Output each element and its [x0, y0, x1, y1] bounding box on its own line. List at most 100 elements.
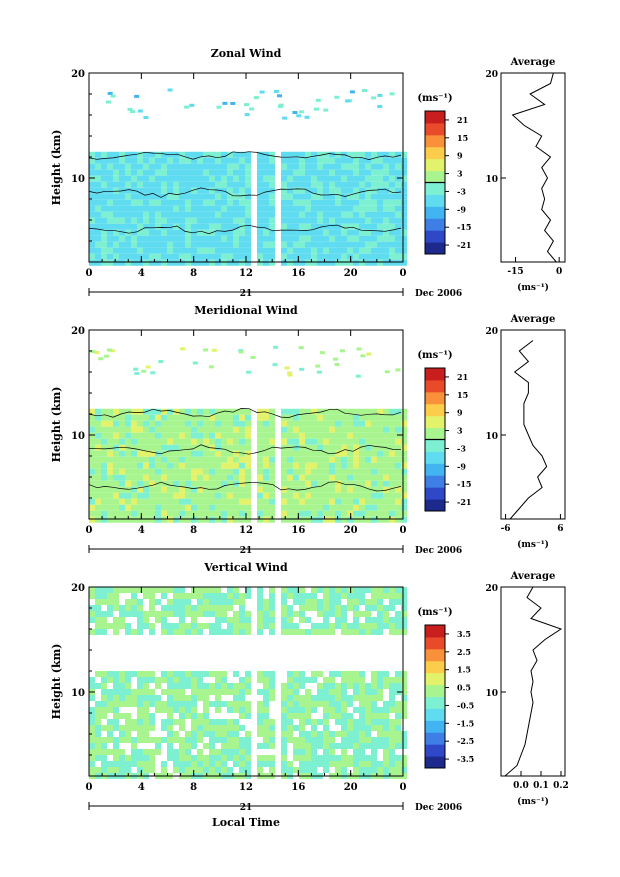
heatmap-cell — [245, 683, 251, 689]
heatmap-cell — [125, 432, 131, 439]
heatmap-cell — [179, 617, 185, 623]
heatmap-cell — [119, 408, 125, 415]
heatmap-cell — [197, 689, 203, 695]
heatmap-cell — [107, 91, 113, 95]
heatmap-cell — [287, 373, 293, 377]
heatmap-cell — [203, 444, 209, 451]
heatmap-cell — [287, 605, 293, 611]
heatmap-cell — [359, 725, 365, 731]
heatmap-cell — [389, 259, 395, 266]
heatmap-cell — [125, 605, 131, 611]
heatmap-cell — [113, 181, 119, 188]
heatmap-cell — [221, 259, 227, 266]
heatmap-cell — [389, 486, 395, 493]
heatmap-cell — [137, 713, 143, 719]
heatmap-cell — [173, 623, 179, 629]
heatmap-cell — [347, 259, 353, 266]
heatmap-cell — [329, 516, 335, 523]
heatmap-cell — [245, 235, 251, 242]
heatmap-cell — [215, 695, 221, 701]
heatmap-cell — [149, 199, 155, 206]
heatmap-cell — [149, 229, 155, 236]
heatmap-cell — [317, 683, 323, 689]
heatmap-cell — [347, 199, 353, 206]
heatmap-cell — [113, 235, 119, 242]
heatmap-cell — [353, 707, 359, 713]
heatmap-cell — [215, 498, 221, 505]
heatmap-cell — [269, 229, 275, 236]
heatmap-cell — [233, 611, 239, 617]
heatmap-cell — [281, 755, 287, 761]
heatmap-cell — [377, 719, 383, 725]
heatmap-cell — [221, 247, 227, 254]
heatmap-cell — [353, 157, 359, 164]
heatmap-cell — [203, 187, 209, 194]
heatmap-cell — [227, 486, 233, 493]
heatmap-cell — [155, 414, 161, 421]
heatmap-cell — [317, 689, 323, 695]
heatmap-cell — [347, 223, 353, 230]
heatmap-cell — [89, 217, 95, 224]
heatmap-cell — [149, 695, 155, 701]
heatmap-cell — [185, 677, 191, 683]
heatmap-cell — [239, 498, 245, 505]
heatmap-cell — [269, 193, 275, 200]
heatmap-cell — [227, 629, 233, 635]
heatmap-cell — [317, 408, 323, 415]
heatmap-cell — [269, 462, 275, 469]
heatmap-cell — [359, 629, 365, 635]
heatmap-cell — [383, 193, 389, 200]
heatmap-cell — [95, 492, 101, 499]
heatmap-cell — [377, 450, 383, 457]
heatmap-cell — [299, 205, 305, 212]
heatmap-cell — [161, 629, 167, 635]
heatmap-cell — [257, 725, 263, 731]
heatmap-cell — [395, 743, 401, 749]
heatmap-cell — [89, 498, 95, 505]
heatmap-cell — [299, 450, 305, 457]
heatmap-cell — [167, 683, 173, 689]
heatmap-cell — [203, 181, 209, 188]
heatmap-cell — [179, 157, 185, 164]
heatmap-cell — [329, 701, 335, 707]
heatmap-cell — [341, 193, 347, 200]
heatmap-cell — [125, 462, 131, 469]
heatmap-cell — [299, 516, 305, 523]
heatmap-cell — [149, 187, 155, 194]
heatmap-cell — [323, 749, 329, 755]
heatmap-cell — [395, 199, 401, 206]
heatmap-cell — [359, 749, 365, 755]
heatmap-cell — [287, 450, 293, 457]
heatmap-cell — [209, 725, 215, 731]
heatmap-cell — [401, 181, 407, 188]
heatmap-cell — [317, 187, 323, 194]
heatmap-cell — [383, 725, 389, 731]
heatmap-cell — [257, 247, 263, 254]
heatmap-cell — [281, 199, 287, 206]
heatmap-cell — [365, 235, 371, 242]
heatmap-cell — [347, 247, 353, 254]
heatmap-cell — [395, 725, 401, 731]
heatmap-cell — [125, 223, 131, 230]
heatmap-cell — [215, 151, 221, 158]
colorbar-tick-label: -15 — [457, 222, 471, 232]
heatmap-cell — [401, 695, 407, 701]
heatmap-cell — [131, 689, 137, 695]
heatmap-cell — [389, 510, 395, 517]
heatmap-cell — [305, 175, 311, 182]
heatmap-cell — [341, 462, 347, 469]
heatmap-cell — [395, 629, 401, 635]
heatmap-cell — [347, 193, 353, 200]
heatmap-cell — [179, 498, 185, 505]
heatmap-cell — [389, 169, 395, 176]
heatmap-cell — [371, 683, 377, 689]
heatmap-cell — [101, 157, 107, 164]
average-x-tick-label: 0.1 — [533, 781, 549, 791]
date-label: Dec 2006 — [415, 803, 462, 813]
heatmap-cell — [305, 510, 311, 517]
heatmap-cell — [365, 617, 371, 623]
heatmap-cell — [329, 743, 335, 749]
heatmap-cell — [131, 480, 137, 487]
heatmap-cell — [377, 414, 383, 421]
heatmap-cell — [299, 480, 305, 487]
